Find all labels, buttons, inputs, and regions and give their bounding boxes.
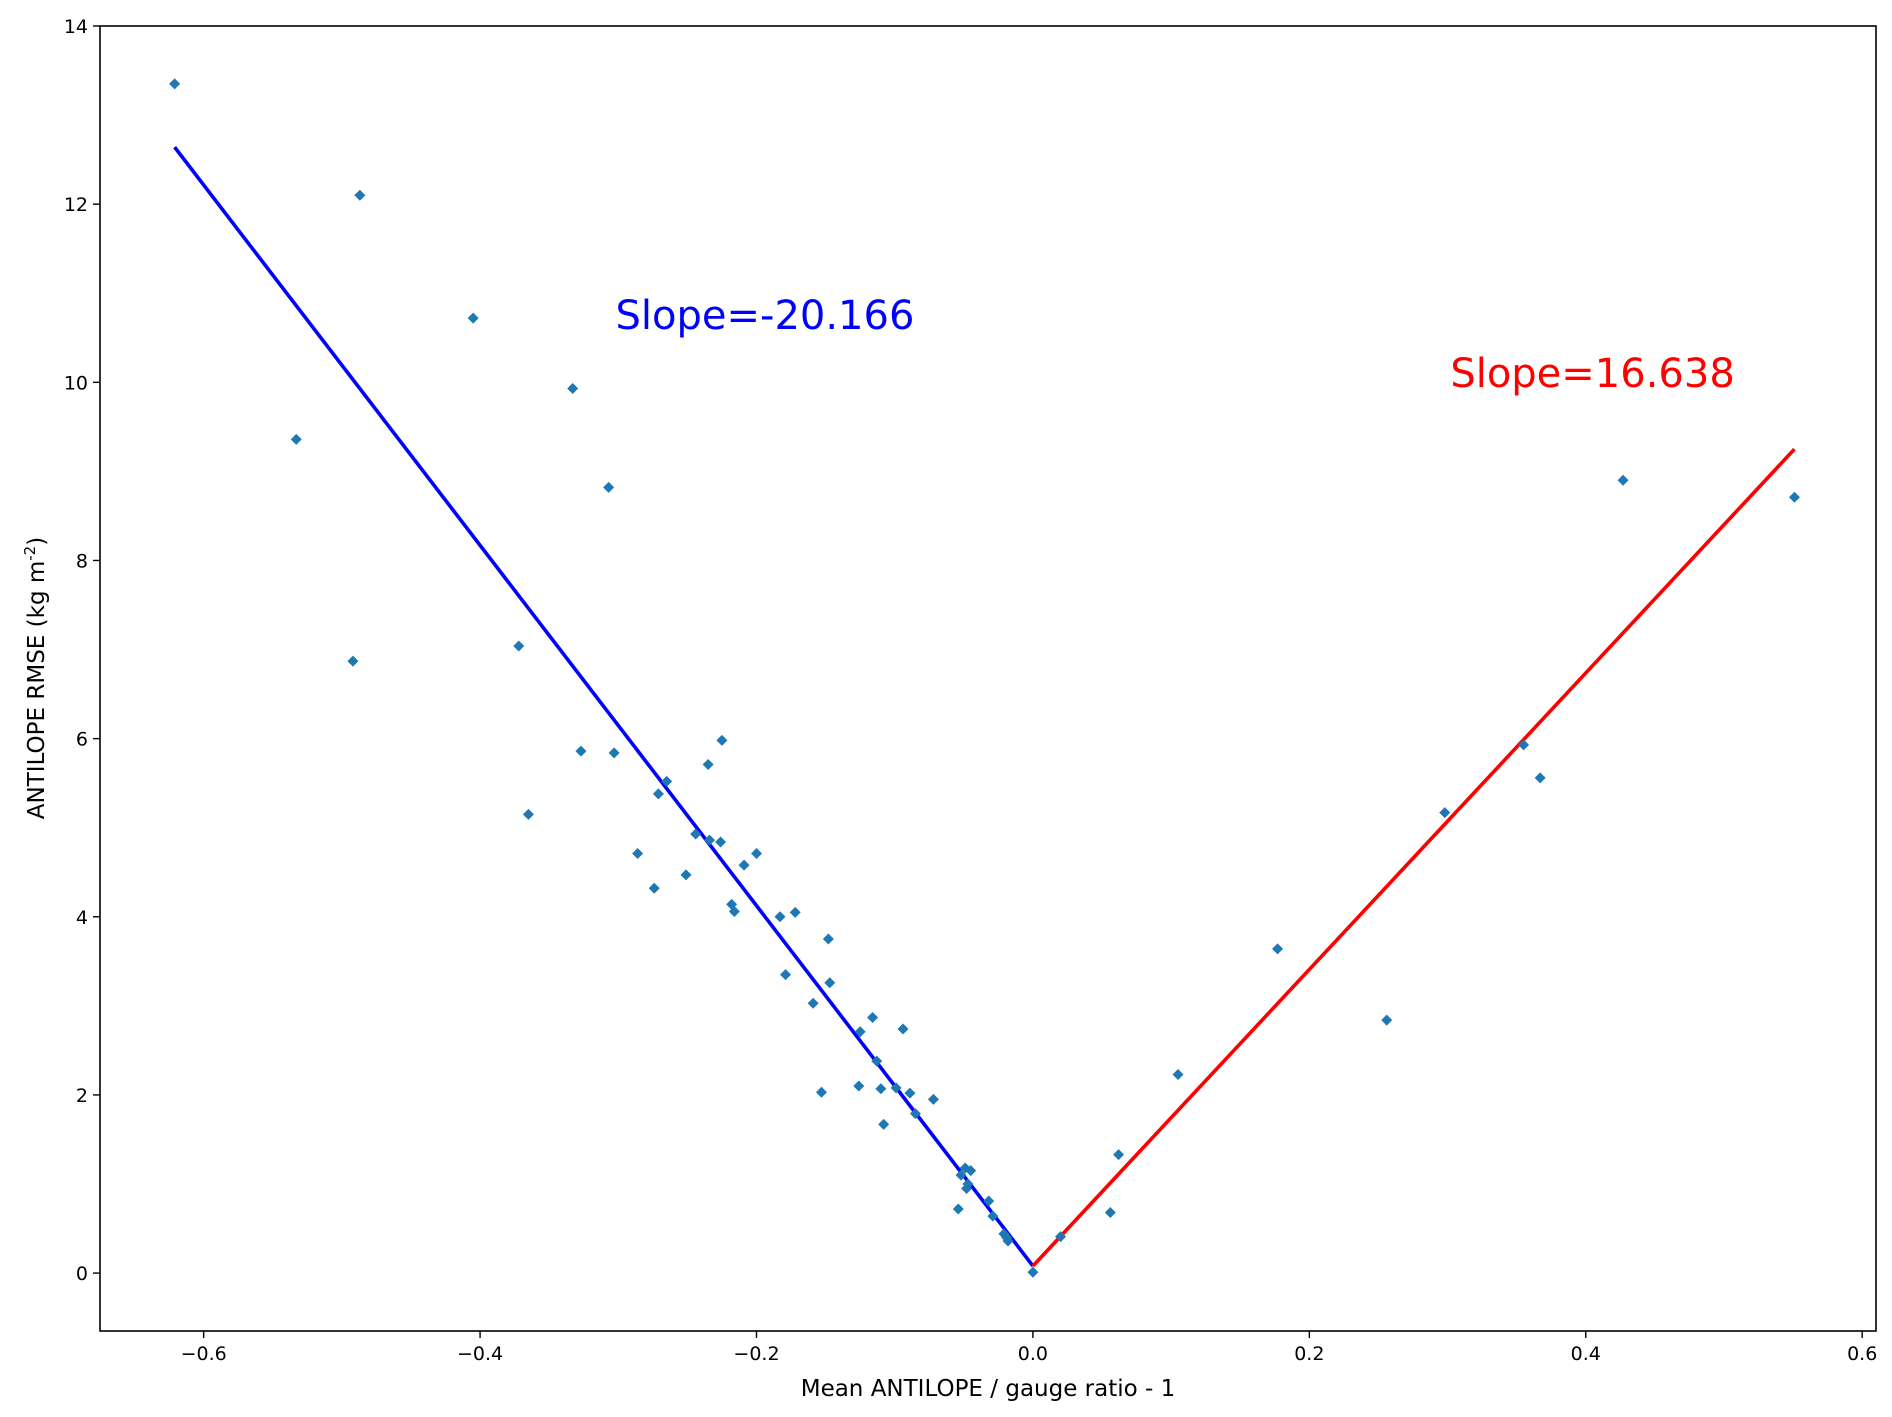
data-point <box>513 640 525 652</box>
data-point <box>1439 807 1451 819</box>
data-point <box>1055 1231 1067 1243</box>
negative-slope-annotation: Slope=-20.166 <box>616 293 915 339</box>
data-point <box>983 1195 995 1207</box>
data-point <box>728 905 740 917</box>
data-point <box>854 1026 866 1038</box>
data-point <box>1518 739 1530 751</box>
x-tick-label: −0.6 <box>181 1343 227 1365</box>
data-point <box>987 1210 999 1222</box>
data-point <box>347 655 359 667</box>
y-axis-label-main: ANTILOPE RMSE (kg m <box>24 561 50 819</box>
data-point <box>961 1182 973 1194</box>
y-axis-label-suffix: ) <box>24 537 50 546</box>
data-point <box>715 836 727 848</box>
data-point <box>738 859 750 871</box>
y-tick-label: 6 <box>76 729 88 751</box>
fit-lines <box>173 146 1796 1268</box>
data-point <box>853 1080 865 1092</box>
data-point <box>603 481 615 493</box>
scatter-points <box>169 78 1800 1278</box>
x-axis-ticks: −0.6 −0.4 −0.2 0.0 0.2 0.4 0.6 <box>181 1331 1877 1365</box>
y-tick-label: 12 <box>64 194 88 216</box>
y-axis-label-superscript: -2 <box>21 546 39 561</box>
data-point <box>780 969 792 981</box>
data-point <box>648 882 660 894</box>
y-tick-label: 4 <box>76 907 88 929</box>
data-point <box>750 848 762 860</box>
y-axis-ticks: 0 2 4 6 8 10 12 14 <box>64 16 100 1285</box>
data-point <box>890 1082 902 1094</box>
data-point <box>290 433 302 445</box>
y-tick-label: 8 <box>76 550 88 572</box>
x-tick-label: −0.2 <box>733 1343 779 1365</box>
data-point <box>1617 474 1629 486</box>
data-point <box>632 848 644 860</box>
y-tick-label: 14 <box>64 16 88 38</box>
slope-annotations: Slope=-20.166 Slope=16.638 <box>616 293 1735 397</box>
data-point <box>702 758 714 770</box>
x-axis-label: Mean ANTILOPE / gauge ratio - 1 <box>801 1376 1176 1402</box>
data-point <box>871 1055 883 1067</box>
data-point <box>822 933 834 945</box>
data-point <box>875 1083 887 1095</box>
data-point <box>690 828 702 840</box>
data-point <box>1172 1068 1184 1080</box>
data-point <box>608 747 620 759</box>
data-point <box>897 1023 909 1035</box>
data-point <box>927 1093 939 1105</box>
data-point <box>965 1165 977 1177</box>
data-point <box>1001 1231 1013 1243</box>
data-point <box>1104 1207 1116 1219</box>
data-point <box>815 1086 827 1098</box>
data-point <box>824 977 836 989</box>
data-point <box>789 906 801 918</box>
x-tick-label: −0.4 <box>457 1343 503 1365</box>
x-tick-label: 0.0 <box>1018 1343 1048 1365</box>
data-point <box>354 189 366 201</box>
data-point <box>1534 772 1546 784</box>
data-point <box>169 78 181 90</box>
data-point <box>661 775 673 787</box>
y-tick-label: 10 <box>64 372 88 394</box>
data-point <box>575 745 587 757</box>
data-point <box>952 1203 964 1215</box>
data-point <box>774 911 786 923</box>
data-point <box>467 312 479 324</box>
data-point <box>878 1118 890 1130</box>
y-axis-label: ANTILOPE RMSE (kg m-2) <box>21 537 50 819</box>
x-tick-label: 0.2 <box>1294 1343 1324 1365</box>
data-point <box>909 1108 921 1120</box>
data-point <box>1027 1266 1039 1278</box>
data-point <box>1272 943 1284 955</box>
data-point <box>704 834 716 846</box>
y-tick-label: 0 <box>76 1263 88 1285</box>
data-point <box>716 734 728 746</box>
data-point <box>522 808 534 820</box>
data-point <box>955 1169 967 1181</box>
x-tick-label: 0.6 <box>1847 1343 1877 1365</box>
data-point <box>652 788 664 800</box>
data-point <box>1788 491 1800 503</box>
y-tick-label: 2 <box>76 1085 88 1107</box>
data-point <box>567 383 579 395</box>
data-point <box>867 1011 879 1023</box>
data-point <box>1113 1149 1125 1161</box>
x-tick-label: 0.4 <box>1571 1343 1601 1365</box>
data-point <box>1381 1014 1393 1026</box>
negative-fit-line <box>173 146 1035 1268</box>
data-point <box>904 1087 916 1099</box>
plot-frame <box>99 25 1877 1332</box>
positive-slope-annotation: Slope=16.638 <box>1450 351 1734 397</box>
data-point <box>680 869 692 881</box>
data-point <box>807 997 819 1009</box>
positive-fit-line <box>1031 447 1796 1268</box>
